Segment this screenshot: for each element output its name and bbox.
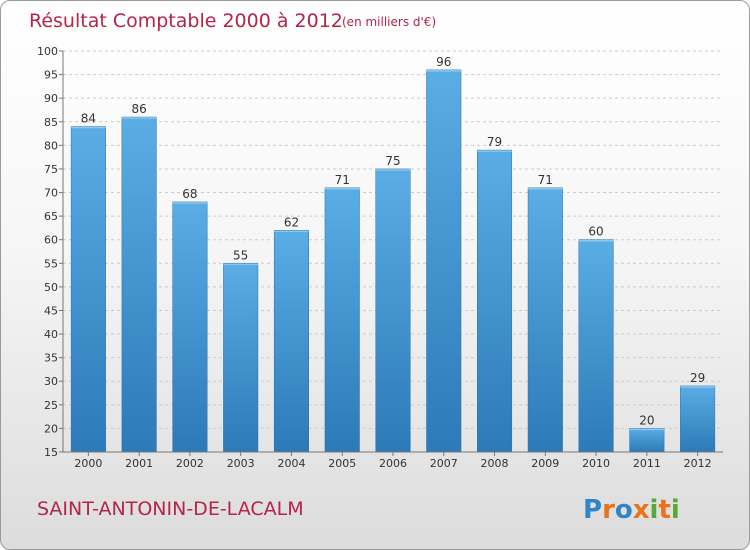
x-tick-label: 2008 (481, 457, 509, 470)
x-tick-label: 2006 (379, 457, 407, 470)
x-tick-label: 2003 (227, 457, 255, 470)
bar-2000 (70, 126, 106, 453)
y-tick-label: 60 (44, 234, 58, 247)
y-tick-label: 35 (44, 352, 58, 365)
bar-2007 (426, 69, 462, 453)
logo-letter: i (671, 495, 680, 525)
data-label-2009: 71 (538, 173, 553, 187)
data-label-2006: 75 (385, 154, 400, 168)
chart-title: Résultat Comptable 2000 à 2012 (29, 10, 343, 32)
chart-subtitle: (en milliers d'€) (342, 15, 436, 29)
x-tick-label: 2002 (176, 457, 204, 470)
y-tick-label: 100 (37, 45, 58, 58)
bar-2004 (273, 230, 309, 453)
y-tick-label: 25 (44, 399, 58, 412)
y-tick-label: 75 (44, 163, 58, 176)
y-tick-label: 85 (44, 116, 58, 129)
x-tick-label: 2007 (430, 457, 458, 470)
x-tick-label: 2000 (74, 457, 102, 470)
data-label-2000: 84 (81, 111, 96, 125)
commune-name: SAINT-ANTONIN-DE-LACALM (37, 498, 304, 520)
data-labels: 84 86 68 55 62 71 75 96 79 71 60 20 29 (81, 55, 706, 428)
data-label-2003: 55 (233, 248, 248, 262)
y-tick-label: 45 (44, 304, 58, 317)
logo-letter: P (583, 495, 602, 525)
logo-letter: o (615, 495, 633, 525)
data-label-2007: 96 (436, 55, 451, 69)
proxiti-logo: Proxiti (583, 495, 680, 525)
x-tick-label: 2012 (684, 457, 712, 470)
bar-2001 (121, 116, 157, 453)
y-tick-label: 65 (44, 210, 58, 223)
logo-letter: t (658, 495, 670, 525)
x-tick-label: 2004 (277, 457, 305, 470)
data-label-2010: 60 (588, 225, 603, 239)
bar-2006 (375, 168, 411, 453)
y-tick-label: 20 (44, 422, 58, 435)
data-label-2004: 62 (284, 215, 299, 229)
bar-2012 (680, 385, 716, 453)
y-tick-label: 80 (44, 139, 58, 152)
x-tick-label: 2005 (328, 457, 356, 470)
y-tick-label: 95 (44, 69, 58, 82)
bar-2008 (477, 149, 513, 453)
y-tick-label: 55 (44, 257, 58, 270)
y-tick-label: 70 (44, 187, 58, 200)
x-tick-label: 2010 (582, 457, 610, 470)
logo-letter: x (633, 495, 650, 525)
y-tick-label: 40 (44, 328, 58, 341)
bar-2010 (578, 239, 614, 453)
bar-2003 (223, 263, 259, 453)
bars (70, 69, 716, 453)
x-tick-label: 2001 (125, 457, 153, 470)
y-tick-label: 15 (44, 446, 58, 459)
logo-letter: i (650, 495, 659, 525)
data-label-2002: 68 (182, 187, 197, 201)
x-tick-label: 2011 (633, 457, 661, 470)
data-label-2012: 29 (690, 371, 705, 385)
data-label-2011: 20 (639, 413, 654, 427)
bar-2002 (172, 201, 208, 453)
axes: 15 20 25 30 35 40 45 50 55 60 65 70 75 80 85 90 95 100 200… (37, 45, 723, 470)
data-label-2008: 79 (487, 135, 502, 149)
x-tick-label: 2009 (531, 457, 559, 470)
bar-2005 (324, 187, 360, 453)
bar-2009 (527, 187, 563, 453)
bar-2011 (629, 428, 665, 453)
y-tick-label: 30 (44, 375, 58, 388)
y-tick-label: 90 (44, 92, 58, 105)
logo-letter: r (602, 495, 615, 525)
data-label-2001: 86 (132, 102, 147, 116)
y-tick-label: 50 (44, 281, 58, 294)
data-label-2005: 71 (335, 173, 350, 187)
